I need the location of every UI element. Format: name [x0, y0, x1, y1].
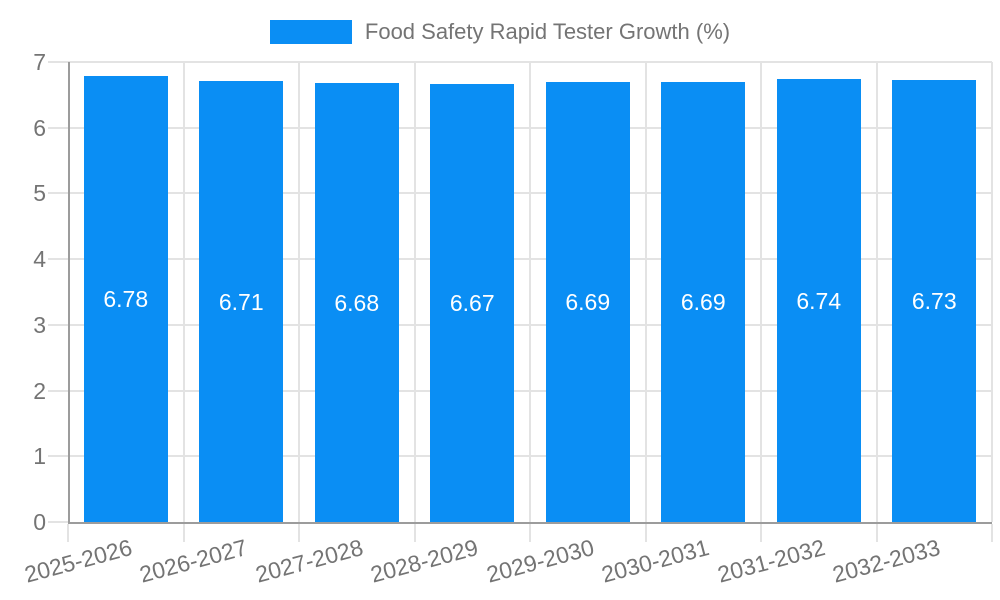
- bar-value-label: 6.69: [680, 289, 726, 316]
- bar-value-label: 6.71: [218, 288, 264, 315]
- y-axis-label: 7: [33, 49, 46, 75]
- bar-value-label: 6.67: [449, 289, 495, 316]
- y-axis-label: 2: [33, 377, 46, 404]
- v-gridline: [413, 62, 416, 522]
- v-gridline: [182, 62, 185, 522]
- bar[interactable]: 6.73: [892, 79, 977, 522]
- y-axis-label: 6: [33, 114, 46, 141]
- x-axis-tick: [875, 524, 878, 542]
- x-axis-tick: [644, 524, 647, 542]
- chart-legend: Food Safety Rapid Tester Growth (%): [0, 19, 1000, 45]
- bar-value-label: 6.74: [796, 287, 842, 314]
- x-axis-tick: [991, 524, 993, 542]
- y-axis-label: 4: [33, 246, 46, 273]
- bar[interactable]: 6.74: [776, 79, 861, 522]
- bar-value-label: 6.69: [565, 289, 611, 316]
- x-axis-tick: [529, 524, 531, 542]
- v-gridline: [760, 62, 762, 522]
- x-axis-tick: [67, 524, 69, 542]
- y-axis-tick: [48, 192, 68, 195]
- bar-value-label: 6.68: [334, 289, 380, 316]
- y-axis-tick: [48, 389, 68, 392]
- plot-area: 6.78 6.71 6.68 6.67 6.69 6.69 6.74 6.73: [48, 61, 993, 524]
- y-axis-tick: [48, 521, 68, 523]
- v-gridline: [644, 62, 647, 522]
- bar[interactable]: 6.69: [545, 82, 630, 522]
- legend-label[interactable]: Food Safety Rapid Tester Growth (%): [364, 19, 731, 44]
- legend-swatch[interactable]: [269, 20, 352, 44]
- y-axis-label: 1: [33, 443, 46, 470]
- x-axis-line: [68, 522, 992, 524]
- x-axis-tick: [182, 524, 185, 542]
- x-axis-tick: [298, 524, 300, 542]
- y-axis-tick: [48, 126, 68, 129]
- y-axis-tick: [48, 61, 68, 63]
- y-axis-tick: [48, 455, 68, 458]
- x-axis-tick: [413, 524, 416, 542]
- x-axis-tick: [760, 524, 762, 542]
- bar[interactable]: 6.68: [314, 83, 399, 522]
- y-axis-line: [68, 62, 70, 524]
- y-axis-label: 5: [33, 180, 46, 207]
- y-axis-label: 0: [33, 509, 46, 535]
- v-gridline: [991, 62, 993, 522]
- y-axis-label: 3: [33, 311, 46, 338]
- y-axis-tick: [48, 258, 68, 261]
- bar[interactable]: 6.71: [199, 81, 284, 522]
- v-gridline: [529, 62, 531, 522]
- bar[interactable]: 6.67: [430, 83, 515, 522]
- v-gridline: [875, 62, 878, 522]
- y-axis-tick: [48, 323, 68, 326]
- bar-value-label: 6.78: [103, 286, 149, 313]
- v-gridline: [298, 62, 300, 522]
- bar[interactable]: 6.78: [83, 76, 168, 522]
- bar-value-label: 6.73: [911, 287, 957, 314]
- bar[interactable]: 6.69: [661, 82, 746, 522]
